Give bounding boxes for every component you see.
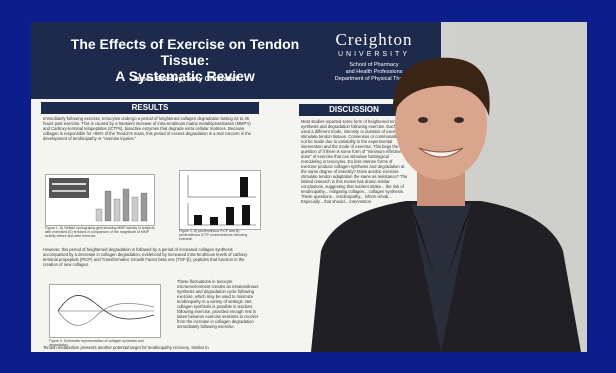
- hair: [392, 57, 490, 116]
- figure-1-bar: [113, 198, 121, 222]
- gel-band: [52, 190, 86, 192]
- figure-1-bars: [95, 188, 148, 222]
- figure-1-bar: [131, 196, 139, 222]
- figure-1-bar: [104, 190, 112, 222]
- discussion-text: Most studies reported some form of heigh…: [301, 119, 408, 204]
- smile: [418, 147, 464, 158]
- poster-title-line2: A Systematic Review: [115, 68, 255, 84]
- figure-2-bars: [194, 205, 250, 225]
- figure-2-bar: [242, 205, 250, 225]
- degradation-curve: [57, 302, 155, 326]
- results-paragraph-2: However, this period of heightened degra…: [43, 247, 248, 267]
- poster-title: The Effects of Exercise on Tendon Tissue…: [45, 36, 325, 84]
- figure-2-bar: [210, 217, 218, 225]
- jacket-lapel: [446, 202, 473, 281]
- discussion-header: DISCUSSION: [299, 104, 409, 116]
- jacket-lapel: [409, 202, 436, 281]
- logo-school: School of Pharmacy and Health Profession…: [319, 62, 429, 83]
- tall-bar: [240, 177, 248, 197]
- results-paragraph-4: Tendon metabolism presents another poten…: [43, 345, 209, 350]
- figure-3-chart: [49, 284, 161, 338]
- poster-title-line1: The Effects of Exercise on Tendon Tissue…: [70, 36, 300, 68]
- right-eye: [454, 117, 464, 123]
- logo-school-line1: School of Pharmacy: [349, 62, 399, 68]
- poster-header: The Effects of Exercise on Tendon Tissue…: [31, 22, 441, 99]
- figure-1-bar: [95, 208, 103, 222]
- synthesis-curve: [57, 295, 155, 320]
- face: [395, 68, 487, 180]
- results-paragraph-1: Immediately following exercise, tenocyte…: [43, 116, 252, 141]
- figure-2-caption: Figure 2. A) peritendinous PICP and B) p…: [179, 229, 248, 241]
- logo-brand: Creighton: [335, 30, 413, 49]
- figure-1-chart: [45, 174, 155, 226]
- gel-band: [52, 183, 86, 185]
- figure-1-caption: Figure 1. A) Gelatin zymography gels sho…: [45, 226, 155, 238]
- results-header: RESULTS: [41, 102, 259, 114]
- gel-image: [49, 178, 89, 198]
- student-person: [311, 57, 581, 352]
- left-eye: [418, 117, 428, 123]
- figure-3-caption: Figure 3. Schematic representation of co…: [49, 339, 144, 347]
- figure-2-svg: [187, 175, 256, 226]
- figure-2-chart: [179, 170, 261, 230]
- logo-school-line3: Department of Physical Therapy: [334, 76, 414, 82]
- patterned-shirt: [411, 204, 471, 352]
- poster-authors: James Beasley, Terry Grindstaff: [132, 76, 238, 83]
- university-logo: Creighton UNIVERSITY School of Pharmacy …: [319, 30, 429, 92]
- results-paragraph-3: These fluctuations in tenocyte microenvi…: [177, 279, 259, 329]
- figure-1-bar: [140, 192, 148, 222]
- logo-school-line2: and Health Professions: [345, 69, 403, 75]
- figure-2-bar: [226, 207, 234, 225]
- logo-university: UNIVERSITY: [337, 51, 410, 58]
- figure-1-bar: [122, 188, 130, 222]
- photograph: The Effects of Exercise on Tendon Tissue…: [31, 22, 587, 352]
- figure-2-bar: [194, 215, 202, 225]
- figure-3-svg: [57, 295, 155, 326]
- figure-1-svg: [49, 178, 148, 222]
